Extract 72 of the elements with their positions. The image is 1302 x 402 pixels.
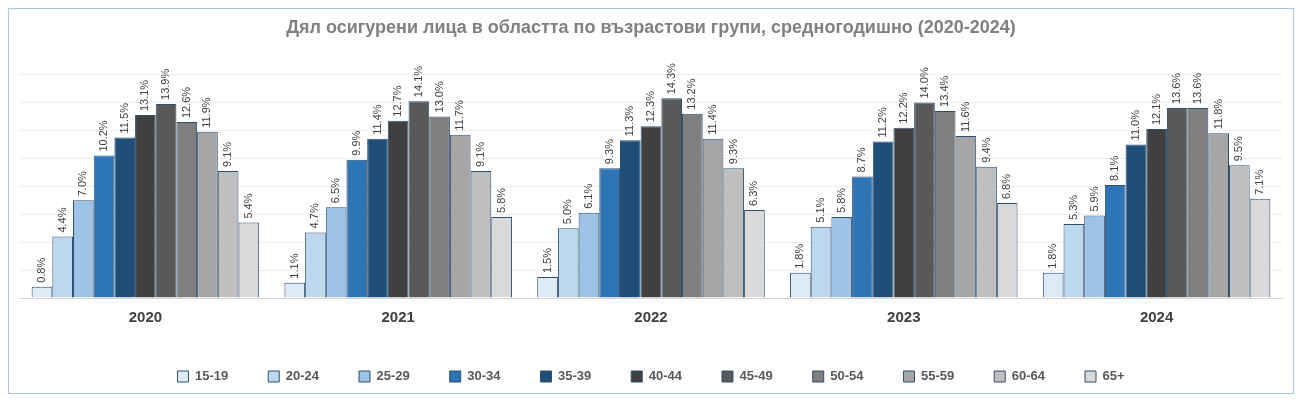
data-label: 12.2% <box>896 92 909 124</box>
data-label: 9.4% <box>979 137 992 163</box>
legend-label: 25-29 <box>376 368 410 384</box>
data-label: 9.3% <box>726 138 739 165</box>
data-label: 5.4% <box>241 193 254 219</box>
legend-label: 20-24 <box>285 368 320 384</box>
data-label: 7.0% <box>76 170 89 197</box>
data-label: 13.9% <box>159 68 172 100</box>
data-label: 8.1% <box>1108 155 1121 181</box>
legend-label: 30-34 <box>467 368 502 384</box>
data-label: 8.7% <box>855 147 868 173</box>
data-label: 5.8% <box>834 187 847 214</box>
data-label: 11.4% <box>370 104 383 135</box>
data-label: 6.3% <box>747 180 760 207</box>
data-label: 9.1% <box>473 141 486 167</box>
x-tick-label: 2020 <box>128 308 163 326</box>
legend-label: 60-64 <box>1011 368 1046 384</box>
data-label: 11.4% <box>706 104 719 135</box>
data-label: 5.1% <box>814 197 827 223</box>
data-label: 1.8% <box>1046 243 1059 269</box>
data-label: 12.3% <box>644 90 657 123</box>
data-label: 4.7% <box>308 203 321 229</box>
data-label: 5.3% <box>1066 194 1079 220</box>
data-label: 0.8% <box>35 257 48 283</box>
data-label: 9.5% <box>1232 136 1245 162</box>
data-label: 14.0% <box>917 67 930 99</box>
data-label: 13.1% <box>138 79 151 112</box>
data-label: 14.1% <box>411 65 424 98</box>
legend-label: 55-59 <box>920 368 955 384</box>
x-tick-label: 2022 <box>634 308 668 326</box>
data-label: 11.8% <box>1211 98 1224 130</box>
data-label: 9.3% <box>602 138 615 165</box>
legend-label: 65+ <box>1102 368 1125 384</box>
data-label: 1.1% <box>287 253 300 279</box>
legend-label: 40-44 <box>648 368 683 384</box>
data-label: 13.6% <box>1170 72 1183 105</box>
data-label: 4.4% <box>55 207 68 233</box>
data-label: 6.8% <box>1000 173 1013 200</box>
x-tick-label: 2024 <box>1139 308 1174 326</box>
legend-label: 50-54 <box>830 368 865 384</box>
data-label: 13.6% <box>1191 72 1203 105</box>
data-label: 1.5% <box>540 247 553 274</box>
data-label: 12.7% <box>391 85 404 117</box>
legend-label: 45-49 <box>739 368 773 384</box>
data-label: 13.4% <box>938 75 951 107</box>
data-label: 13.2% <box>685 78 698 110</box>
data-label: 9.1% <box>221 141 234 167</box>
legend-label: 35-39 <box>557 368 592 384</box>
chart-title: Дял осигурени лица в областта по възрастови групи, средногодишно (2020-2024) <box>286 16 1016 37</box>
data-label: 11.2% <box>876 107 889 138</box>
data-label: 11.7% <box>453 100 466 131</box>
data-label: 10.2% <box>97 120 110 152</box>
x-tick-label: 2021 <box>381 308 415 326</box>
legend-label: 15-19 <box>194 368 229 384</box>
data-label: 5.0% <box>561 198 574 225</box>
data-label: 9.9% <box>349 130 362 156</box>
data-label: 11.3% <box>623 105 636 137</box>
data-label: 11.0% <box>1128 109 1141 141</box>
data-label: 13.0% <box>432 81 445 113</box>
data-label: 1.8% <box>793 243 806 269</box>
data-label: 14.3% <box>664 62 677 95</box>
data-label: 11.9% <box>200 97 213 128</box>
data-label: 7.1% <box>1253 169 1266 195</box>
data-label: 5.8% <box>494 187 507 214</box>
data-label: 12.1% <box>1149 93 1162 126</box>
data-label: 11.6% <box>958 101 971 133</box>
data-label: 6.5% <box>329 177 342 204</box>
data-label: 5.9% <box>1087 186 1100 212</box>
data-label: 11.5% <box>117 102 130 134</box>
data-label: 12.6% <box>179 86 192 119</box>
data-label: 6.1% <box>581 183 594 209</box>
x-tick-label: 2023 <box>887 308 921 326</box>
